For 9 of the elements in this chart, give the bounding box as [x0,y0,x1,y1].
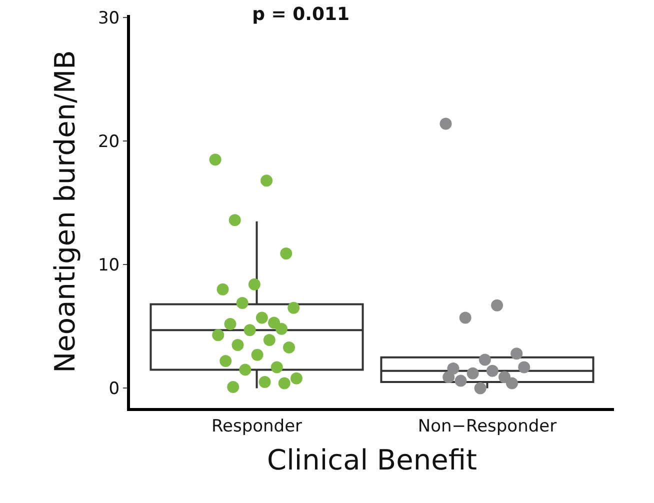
y-tick-label: 0 [108,379,120,400]
y-axis-title: Neoantigen burden/MB [48,50,82,373]
y-tick-label: 20 [98,132,120,152]
chart-title: p = 0.011 [252,4,350,26]
y-tick-label: 10 [98,256,120,276]
x-tick-label: Non−Responder [418,416,557,436]
x-tick-label: Responder [211,416,302,436]
x-axis-title: Clinical Benefit [267,444,477,476]
y-tick-label: 30 [98,8,120,28]
